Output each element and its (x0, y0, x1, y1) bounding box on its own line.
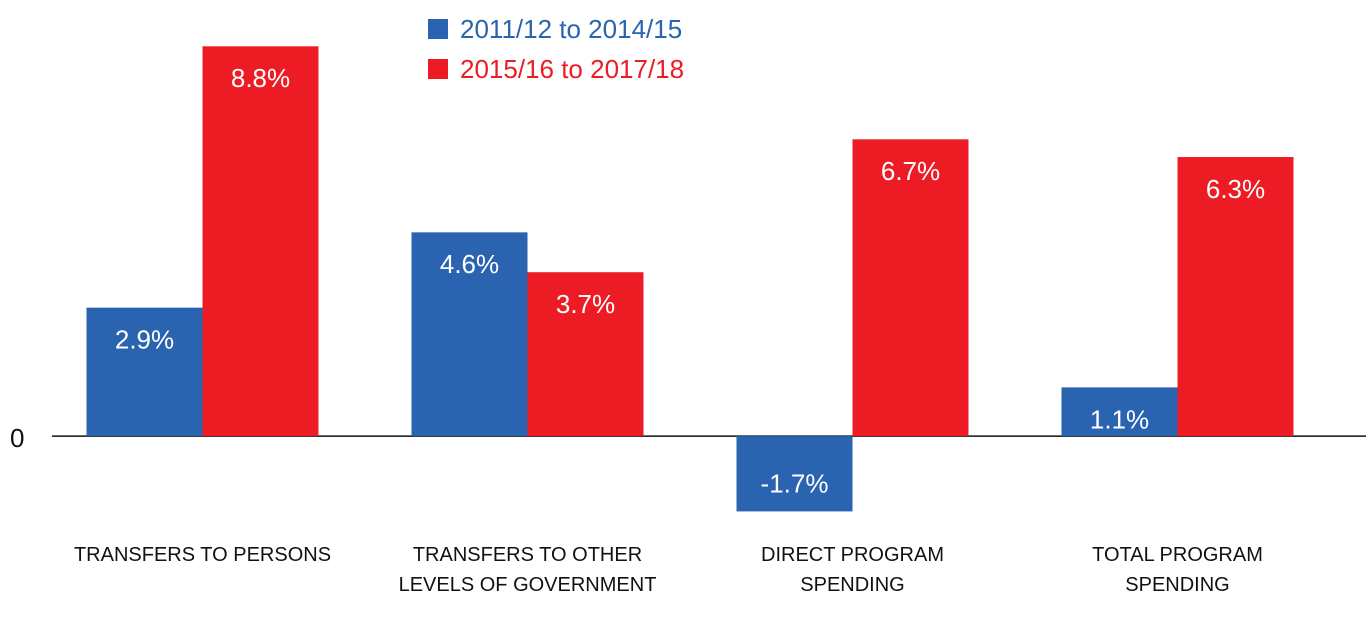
x-tick-label: TOTAL PROGRAM SPENDING (1092, 544, 1263, 596)
value-label: -1.7% (761, 468, 829, 498)
x-tick-label: DIRECT PROGRAM SPENDING (761, 544, 944, 596)
bar (1177, 157, 1294, 437)
bar (527, 272, 644, 437)
value-label: 8.8% (231, 63, 290, 93)
value-label: 4.6% (440, 249, 499, 279)
value-label: 6.3% (1206, 174, 1265, 204)
value-label: 2.9% (115, 325, 174, 355)
value-label: 3.7% (556, 289, 615, 319)
legend-swatch (428, 59, 448, 79)
legend-swatch (428, 19, 448, 39)
bar (411, 232, 528, 437)
bar (1061, 387, 1178, 437)
value-label: 1.1% (1090, 404, 1149, 434)
bar (736, 436, 853, 512)
x-tick-label: TRANSFERS TO OTHER LEVELS OF GOVERNMENT (398, 544, 657, 596)
bar (202, 46, 319, 437)
bar (852, 139, 969, 437)
legend-label: 2011/12 to 2014/15 (460, 14, 682, 44)
bar (86, 307, 203, 437)
x-tick-label: TRANSFERS TO PERSONS (73, 544, 332, 566)
y-tick-label: 0 (10, 423, 24, 453)
value-label: 6.7% (881, 156, 940, 186)
legend-label: 2015/16 to 2017/18 (460, 54, 684, 84)
